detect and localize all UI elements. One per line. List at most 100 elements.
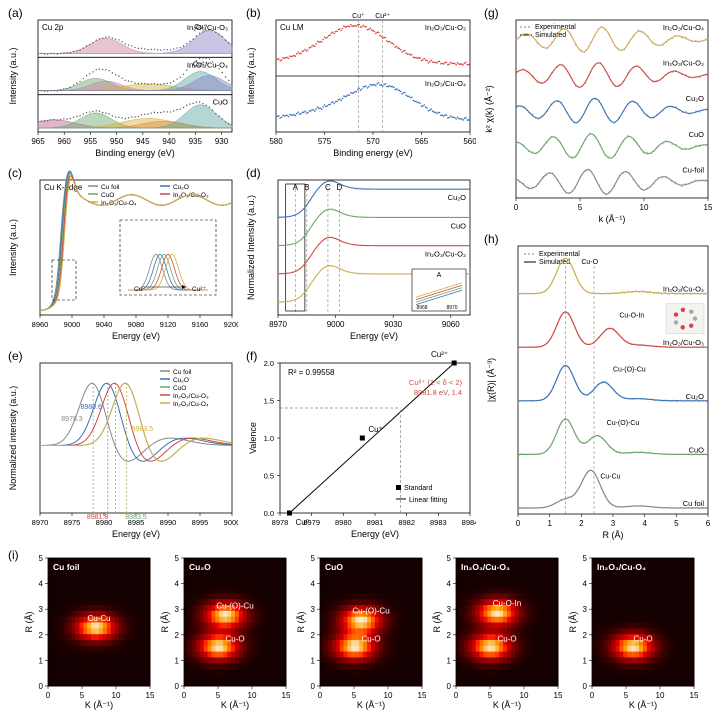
svg-text:Normalized intensity (a.u.): Normalized intensity (a.u.): [8, 386, 18, 491]
svg-text:In₂O₃/Cu-O₃: In₂O₃/Cu-O₃: [425, 250, 466, 259]
svg-text:10: 10: [656, 691, 665, 700]
svg-text:2: 2: [447, 631, 452, 640]
heatmap-2: 051015012345K (Å⁻¹)R (Å)CuOCu-(O)-CuCu-O: [296, 552, 426, 712]
heatmap-3: 051015012345K (Å⁻¹)R (Å)In₂O₃/Cu-O₃Cu-O-…: [432, 552, 562, 712]
panel-g-chart: 051015k (Å⁻¹)k² χ(k) (Å⁻²)ExperimentalSi…: [482, 6, 714, 224]
svg-text:9120: 9120: [160, 320, 177, 329]
svg-text:15: 15: [704, 203, 713, 212]
svg-text:950: 950: [110, 137, 124, 146]
svg-text:Experimental: Experimental: [539, 251, 580, 258]
heatmap-1: 051015012345K (Å⁻¹)R (Å)Cu₂OCu-(O)-CuCu-…: [160, 552, 290, 712]
svg-text:2: 2: [175, 631, 180, 640]
svg-text:Cu-(O)-Cu: Cu-(O)-Cu: [613, 366, 646, 373]
svg-text:935: 935: [189, 137, 203, 146]
svg-text:945: 945: [136, 137, 150, 146]
svg-text:Binding energy (eV): Binding energy (eV): [95, 148, 175, 158]
svg-text:CuO: CuO: [101, 192, 114, 199]
svg-text:3: 3: [583, 605, 588, 614]
svg-text:8982: 8982: [398, 518, 415, 527]
svg-text:10: 10: [248, 691, 257, 700]
svg-text:955: 955: [84, 137, 98, 146]
svg-text:Cu₂O: Cu₂O: [189, 562, 211, 572]
svg-text:R (Å): R (Å): [24, 612, 34, 633]
svg-text:In₂O₃/Cu-O₃: In₂O₃/Cu-O₃: [187, 23, 228, 32]
svg-text:930: 930: [215, 137, 229, 146]
svg-text:15: 15: [554, 691, 562, 700]
svg-text:5: 5: [583, 554, 588, 563]
svg-text:4: 4: [583, 580, 588, 589]
svg-text:10: 10: [640, 203, 649, 212]
svg-text:9000: 9000: [64, 320, 81, 329]
svg-text:Cu²⁺: Cu²⁺: [192, 286, 206, 293]
svg-text:5: 5: [352, 691, 357, 700]
svg-text:2: 2: [579, 519, 584, 528]
panel-f-label: (f): [246, 349, 257, 363]
svg-text:In₂O₃/Cu-O₃: In₂O₃/Cu-O₃: [663, 59, 704, 68]
svg-text:15: 15: [418, 691, 426, 700]
svg-text:1.0: 1.0: [264, 434, 274, 443]
svg-text:R (Å): R (Å): [432, 612, 442, 633]
svg-text:k² χ(k) (Å⁻²): k² χ(k) (Å⁻²): [484, 85, 494, 132]
svg-text:8995: 8995: [192, 518, 209, 527]
svg-text:4: 4: [311, 580, 316, 589]
svg-text:0: 0: [590, 691, 595, 700]
svg-text:5: 5: [311, 554, 316, 563]
svg-text:8984: 8984: [462, 518, 476, 527]
svg-text:R² = 0.99558: R² = 0.99558: [288, 368, 335, 377]
svg-text:C: C: [325, 183, 331, 192]
svg-text:5: 5: [39, 554, 44, 563]
svg-text:In₂O₃/Cu-O₄: In₂O₃/Cu-O₄: [101, 200, 137, 207]
svg-text:5: 5: [447, 554, 452, 563]
svg-text:In₂O₃/Cu-O₄: In₂O₃/Cu-O₄: [173, 401, 209, 408]
svg-text:CuO: CuO: [689, 445, 705, 454]
svg-text:3: 3: [39, 605, 44, 614]
heatmap-0: 051015012345K (Å⁻¹)R (Å)Cu foilCu-Cu: [24, 552, 154, 712]
svg-text:Cu foil: Cu foil: [101, 184, 120, 191]
svg-text:8970: 8970: [32, 518, 49, 527]
svg-text:Cu-O: Cu-O: [633, 635, 652, 644]
panel-h-label: (h): [484, 232, 499, 246]
svg-text:Cu-O: Cu-O: [581, 259, 598, 266]
svg-text:5: 5: [80, 691, 85, 700]
svg-text:8960: 8960: [32, 320, 49, 329]
svg-text:R (Å): R (Å): [160, 612, 170, 633]
svg-text:965: 965: [31, 137, 45, 146]
svg-text:Cu₂O: Cu₂O: [686, 392, 704, 401]
svg-text:CuO: CuO: [213, 98, 229, 107]
svg-text:8978: 8978: [272, 518, 289, 527]
panel-d: (d) 8970900090309060Energy (eV)Normalize…: [244, 166, 476, 341]
svg-text:5: 5: [624, 691, 629, 700]
svg-text:Cu-O-In: Cu-O-In: [493, 599, 521, 608]
svg-text:580: 580: [269, 137, 283, 146]
svg-text:CuO: CuO: [451, 221, 467, 230]
svg-text:8980.6: 8980.6: [80, 404, 102, 411]
panel-a-chart: 965960955950945940935930Binding energy (…: [6, 6, 238, 158]
panel-e-chart: 8970897589808985899089959000Energy (eV)N…: [6, 349, 238, 539]
panel-a-label: (a): [8, 6, 23, 20]
svg-text:8980: 8980: [335, 518, 352, 527]
panel-b-chart: 580575570565560Binding energy (eV)Intens…: [244, 6, 476, 158]
svg-text:0: 0: [175, 682, 180, 691]
svg-text:1: 1: [175, 656, 180, 665]
svg-text:CuO: CuO: [325, 562, 343, 572]
svg-text:Cu⁺: Cu⁺: [368, 425, 382, 434]
svg-text:960: 960: [58, 137, 72, 146]
svg-text:In₂O₃/Cu-O₄: In₂O₃/Cu-O₄: [425, 79, 466, 88]
svg-text:Cu foil: Cu foil: [173, 369, 192, 376]
svg-text:8968: 8968: [416, 305, 427, 311]
svg-text:8978.3: 8978.3: [61, 416, 83, 423]
svg-text:8990: 8990: [160, 518, 177, 527]
panel-g: (g) 051015k (Å⁻¹)k² χ(k) (Å⁻²)Experiment…: [482, 6, 714, 224]
svg-text:0: 0: [454, 691, 459, 700]
svg-text:1: 1: [311, 656, 316, 665]
panel-c-chart: 8960900090409080912091609200Energy (eV)I…: [6, 166, 238, 341]
svg-text:9030: 9030: [384, 320, 402, 329]
svg-text:Cu foil: Cu foil: [683, 499, 705, 508]
svg-text:Binding energy (eV): Binding energy (eV): [333, 148, 413, 158]
svg-text:Energy (eV): Energy (eV): [112, 529, 160, 539]
svg-text:8981.8 eV, 1.4: 8981.8 eV, 1.4: [414, 388, 462, 397]
svg-text:8981.8: 8981.8: [87, 514, 109, 521]
svg-text:Cu-O: Cu-O: [361, 635, 380, 644]
svg-text:R (Å): R (Å): [603, 530, 624, 540]
svg-text:R (Å): R (Å): [568, 612, 578, 633]
